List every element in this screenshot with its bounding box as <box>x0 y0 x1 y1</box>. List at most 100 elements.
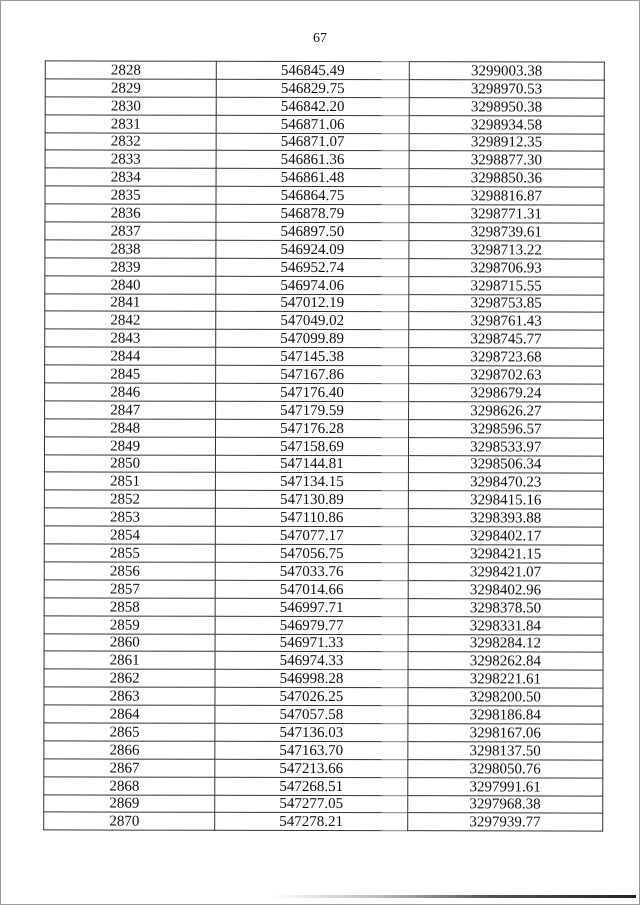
cell-text: 547179.59 <box>280 402 344 419</box>
y-coordinate-cell: 3298702.63 <box>408 365 604 385</box>
page-number: 67 <box>313 31 327 46</box>
y-coordinate-cell: 3298221.61 <box>407 669 604 689</box>
cell-text: 2847 <box>110 402 141 419</box>
cell-text: 3298934.58 <box>470 116 543 134</box>
y-coordinate-cell: 3298816.87 <box>408 186 605 206</box>
table-row: 2846 547176.40 3298679.24 <box>44 382 604 403</box>
point-number-cell: 2838 <box>44 239 217 259</box>
point-number-cell: 2861 <box>44 651 216 670</box>
y-coordinate-cell: 3298421.15 <box>407 544 604 564</box>
cell-text: 547268.51 <box>279 778 344 795</box>
x-coordinate-cell: 547176.28 <box>215 419 409 438</box>
cell-text: 3298050.76 <box>469 760 541 778</box>
table-row: 2829 546829.75 3298970.53 <box>45 78 605 98</box>
cell-text: 2861 <box>109 652 140 669</box>
cell-text: 2845 <box>110 366 141 383</box>
table-row: 2857 547014.66 3298402.96 <box>44 579 604 599</box>
table-row: 2835 546864.75 3298816.87 <box>45 186 605 206</box>
table-row: 2856 547033.76 3298421.07 <box>44 561 604 581</box>
x-coordinate-cell: 547077.17 <box>215 526 408 545</box>
cell-text: 2834 <box>110 169 141 186</box>
point-number-cell: 2829 <box>45 78 217 98</box>
x-coordinate-cell: 547099.89 <box>215 329 409 348</box>
point-number-cell: 2833 <box>45 150 217 169</box>
cell-text: 3298679.24 <box>470 385 542 402</box>
cell-text: 2867 <box>109 760 140 777</box>
cell-text: 2843 <box>110 330 141 347</box>
cell-text: 3298393.88 <box>470 510 542 527</box>
table-row: 2867 547213.66 3298050.76 <box>43 758 603 778</box>
point-number-cell: 2865 <box>43 722 216 742</box>
cell-text: 547158.69 <box>280 438 344 455</box>
table-row: 2858 546997.71 3298378.50 <box>44 597 604 617</box>
point-number-cell: 2851 <box>44 472 216 491</box>
x-coordinate-cell: 546979.77 <box>215 615 408 635</box>
cell-text: 2855 <box>109 545 140 562</box>
cell-text: 2848 <box>110 420 141 437</box>
cell-text: 546842.20 <box>280 98 345 115</box>
y-coordinate-cell: 3298533.97 <box>408 437 604 456</box>
x-coordinate-cell: 546864.75 <box>216 186 409 205</box>
y-coordinate-cell: 3298713.22 <box>408 240 604 259</box>
point-number-cell: 2866 <box>43 740 216 760</box>
point-number-cell: 2832 <box>45 132 217 151</box>
y-coordinate-cell: 3298262.84 <box>407 652 604 671</box>
x-coordinate-cell: 546861.48 <box>216 168 409 187</box>
cell-text: 2842 <box>110 312 141 329</box>
table-row: 2851 547134.15 3298470.23 <box>44 472 604 492</box>
cell-text: 546878.79 <box>280 205 345 223</box>
point-number-cell: 2842 <box>44 311 217 330</box>
cell-text: 3298402.17 <box>469 528 542 545</box>
y-coordinate-cell: 3298470.23 <box>408 473 604 492</box>
cell-text: 546829.75 <box>280 80 345 97</box>
table-row: 2850 547144.81 3298506.34 <box>44 454 604 474</box>
cell-text: 2859 <box>109 617 140 634</box>
point-number-cell: 2853 <box>44 508 216 527</box>
cell-text: 3298415.16 <box>470 492 542 509</box>
cell-text: 546974.06 <box>280 277 345 294</box>
cell-text: 2860 <box>109 634 140 652</box>
cell-text: 546897.50 <box>280 223 345 240</box>
point-number-cell: 2834 <box>45 168 217 187</box>
cell-text: 3298761.43 <box>470 313 542 330</box>
cell-text: 2856 <box>109 563 140 580</box>
cell-text: 2864 <box>109 706 140 723</box>
point-number-cell: 2835 <box>45 186 217 205</box>
y-coordinate-cell: 3297939.77 <box>407 813 603 832</box>
point-number-cell: 2839 <box>44 257 217 276</box>
cell-text: 2835 <box>110 187 141 204</box>
cell-text: 3298723.68 <box>470 349 542 366</box>
cell-text: 3298421.07 <box>469 564 542 581</box>
table-row: 2859 546979.77 3298331.84 <box>44 615 604 635</box>
table-row: 2830 546842.20 3298950.38 <box>45 96 605 116</box>
table-row: 2854 547077.17 3298402.17 <box>44 526 604 546</box>
cell-text: 2853 <box>109 509 141 526</box>
cell-text: 3298753.85 <box>470 295 542 312</box>
cell-text: 547033.76 <box>279 563 344 580</box>
x-coordinate-cell: 547158.69 <box>215 436 409 456</box>
table-row: 2834 546861.48 3298850.36 <box>45 168 605 188</box>
x-coordinate-cell: 547268.51 <box>215 776 408 796</box>
y-coordinate-cell: 3298723.68 <box>408 347 604 367</box>
cell-text: 2850 <box>110 456 141 473</box>
y-coordinate-cell: 3298402.17 <box>407 526 604 546</box>
x-coordinate-cell: 546878.79 <box>216 204 409 223</box>
y-coordinate-cell: 3298415.16 <box>407 491 604 510</box>
y-coordinate-cell: 3298850.36 <box>408 169 605 188</box>
point-number-cell: 2863 <box>43 687 216 706</box>
x-coordinate-cell: 547057.58 <box>215 705 408 724</box>
cell-text: 2831 <box>110 116 141 133</box>
y-coordinate-cell: 3298050.76 <box>407 759 603 778</box>
table-row: 2838 546924.09 3298713.22 <box>44 239 604 259</box>
x-coordinate-cell: 547144.81 <box>215 454 409 474</box>
x-coordinate-cell: 547145.38 <box>215 347 409 366</box>
cell-text: 546864.75 <box>280 188 345 205</box>
x-coordinate-cell: 547136.03 <box>215 723 408 742</box>
point-number-cell: 2830 <box>45 96 217 115</box>
y-coordinate-cell: 3298596.57 <box>408 419 604 438</box>
x-coordinate-cell: 546861.36 <box>216 150 409 170</box>
cell-text: 3298715.55 <box>470 277 542 295</box>
point-number-cell: 2869 <box>43 794 216 813</box>
y-coordinate-cell: 3298753.85 <box>408 294 604 313</box>
x-coordinate-cell: 546924.09 <box>216 240 409 259</box>
